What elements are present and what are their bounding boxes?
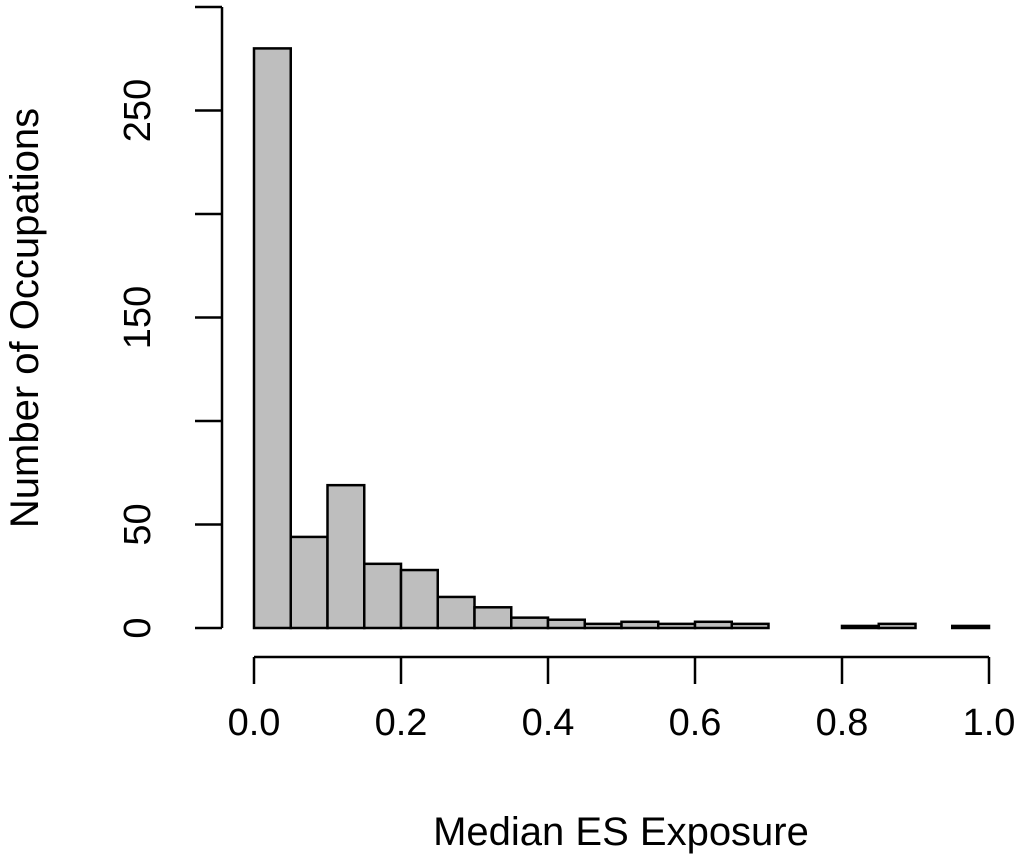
histogram-bar xyxy=(583,622,623,630)
histogram-bar xyxy=(840,624,880,630)
y-tick-label: 0 xyxy=(117,617,159,638)
x-tick-label: 0.6 xyxy=(669,702,722,744)
x-axis-title: Median ES Exposure xyxy=(433,810,809,854)
histogram-bar xyxy=(252,47,292,630)
histogram-bar xyxy=(326,483,366,630)
histogram-bars xyxy=(252,47,991,630)
histogram-bar xyxy=(473,606,513,630)
histogram-bar xyxy=(951,624,991,630)
y-tick-label: 50 xyxy=(117,503,159,545)
x-tick-label: 0.4 xyxy=(522,702,575,744)
histogram-bar xyxy=(289,535,329,630)
histogram-bar xyxy=(399,568,439,630)
y-axis-title: Number of Occupations xyxy=(3,108,47,528)
histogram-bar xyxy=(693,620,733,630)
histogram-bar xyxy=(877,622,917,630)
y-axis: 0 50 150 250 xyxy=(117,5,224,639)
x-tick-label: 0.2 xyxy=(375,702,428,744)
x-axis: 0.0 0.2 0.4 0.6 0.8 1.0 xyxy=(228,655,1016,744)
x-tick-label: 0.8 xyxy=(816,702,869,744)
histogram-bar xyxy=(546,618,586,630)
histogram-bar xyxy=(620,620,660,630)
y-tick-label: 150 xyxy=(117,286,159,349)
x-tick-label: 1.0 xyxy=(963,702,1016,744)
histogram-bar xyxy=(436,595,476,630)
histogram-bar xyxy=(730,622,770,630)
histogram-bar xyxy=(363,562,403,630)
y-tick-label: 250 xyxy=(117,79,159,142)
histogram-bar xyxy=(657,622,697,630)
x-tick-label: 0.0 xyxy=(228,702,281,744)
histogram-bar xyxy=(510,616,550,630)
